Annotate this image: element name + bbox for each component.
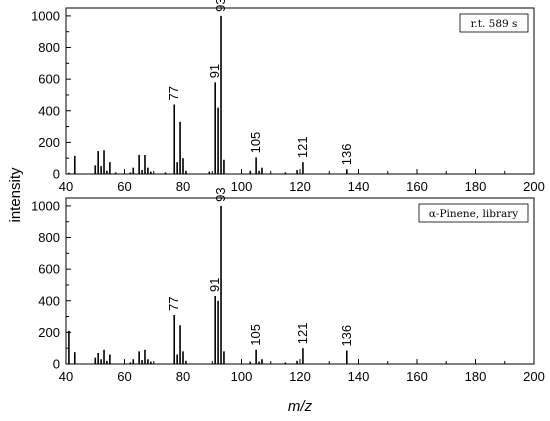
peak-label: 121	[295, 136, 310, 158]
x-tick-label: 100	[231, 369, 253, 384]
peak-label: 77	[166, 297, 181, 311]
legend-box	[459, 13, 529, 33]
peak-label: 91	[207, 278, 222, 292]
x-tick-label: 160	[406, 179, 428, 194]
peak-label: 121	[295, 322, 310, 344]
x-tick-label: 160	[406, 369, 428, 384]
x-tick-label: 40	[59, 369, 73, 384]
x-tick-label: 100	[231, 179, 253, 194]
y-tick-label: 800	[38, 40, 60, 55]
x-tick-label: 200	[523, 369, 545, 384]
y-tick-label: 0	[53, 357, 60, 372]
top-panel-rt-589s: 40 60 80 100 120 140 160 180 200 0 200 400 600 800 100…	[31, 0, 545, 194]
x-tick-label: 80	[176, 369, 190, 384]
peak-label: 77	[166, 86, 181, 100]
legend-box	[418, 203, 529, 223]
y-tick-label: 1000	[31, 198, 60, 213]
x-tick-label: 200	[523, 179, 545, 194]
y-tick-label: 600	[38, 262, 60, 277]
x-axis-title: m/z	[288, 398, 313, 415]
x-tick-label: 60	[117, 179, 131, 194]
y-tick-label: 400	[38, 103, 60, 118]
x-tick-label: 80	[176, 179, 190, 194]
legend-label: r.t. 589 s	[471, 18, 518, 30]
peak-label: 93	[213, 0, 228, 12]
x-tick-label: 120	[289, 179, 311, 194]
x-tick-label: 60	[117, 369, 131, 384]
peak-label: 91	[207, 64, 222, 78]
y-tick-label: 400	[38, 293, 60, 308]
y-tick-label: 200	[38, 325, 60, 340]
x-tick-label: 180	[465, 179, 487, 194]
x-tick-label: 140	[348, 179, 370, 194]
y-tick-label: 200	[38, 135, 60, 150]
x-tick-label: 140	[348, 369, 370, 384]
peak-label: 136	[339, 144, 354, 166]
y-tick-label: 800	[38, 230, 60, 245]
legend-label: α-Pinene, library	[429, 208, 518, 220]
bottom-panel-alpha-pinene-library: 40 60 80 100 120 140 160 180 200 0 200 400 600 800 100…	[31, 187, 545, 384]
y-axis-title: intensity	[7, 167, 24, 223]
peak-label: 105	[248, 132, 263, 154]
x-tick-label: 120	[289, 369, 311, 384]
x-tick-label: 40	[59, 179, 73, 194]
peak-label: 136	[339, 325, 354, 347]
y-tick-label: 600	[38, 72, 60, 87]
x-tick-label: 180	[465, 369, 487, 384]
peak-label: 93	[213, 187, 228, 201]
y-tick-label: 1000	[31, 8, 60, 23]
peak-label: 105	[248, 324, 263, 346]
y-tick-label: 0	[53, 167, 60, 182]
